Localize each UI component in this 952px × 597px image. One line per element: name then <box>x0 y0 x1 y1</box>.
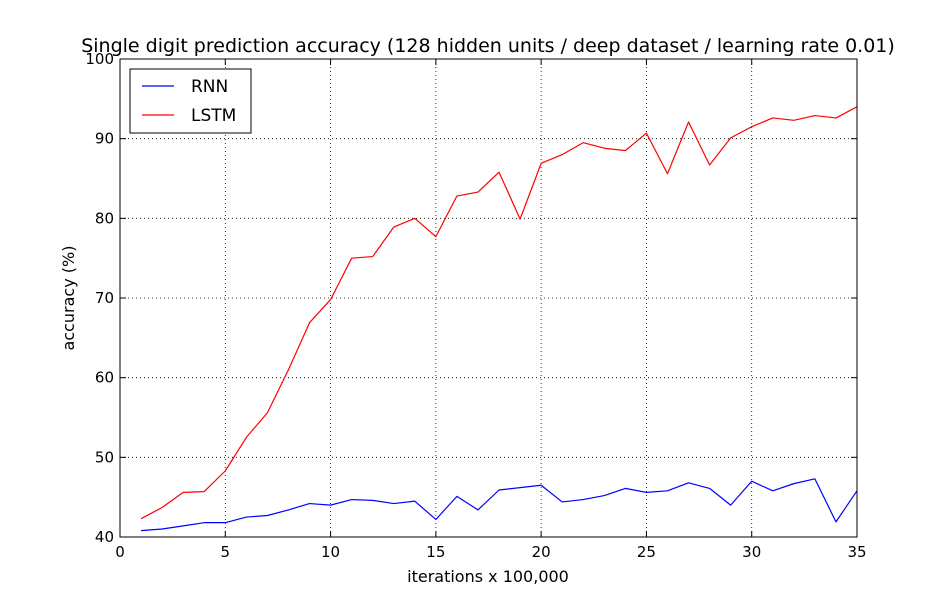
y-tick-label: 40 <box>95 528 114 546</box>
x-tick-label: 25 <box>637 543 656 561</box>
y-tick-label: 70 <box>95 289 114 307</box>
legend-label-lstm: LSTM <box>191 106 236 126</box>
grid-lines <box>120 59 857 537</box>
x-tick-label: 10 <box>321 543 340 561</box>
series-line-lstm <box>140 106 858 520</box>
x-tick-label: 0 <box>115 543 125 561</box>
x-tick-label: 15 <box>426 543 445 561</box>
legend: RNN LSTM <box>129 68 252 134</box>
y-tick-label: 60 <box>95 369 114 387</box>
legend-box <box>129 68 252 134</box>
x-tick-label: 35 <box>847 543 866 561</box>
series-lines <box>140 106 858 532</box>
series-line-rnn <box>141 478 858 532</box>
y-axis-label: accuracy (%) <box>59 246 78 351</box>
y-tick-label: 80 <box>95 209 114 227</box>
x-tick-label: 5 <box>221 543 231 561</box>
x-tick-label: 30 <box>742 543 761 561</box>
y-tick-label: 90 <box>95 130 114 148</box>
x-tick-label: 20 <box>532 543 551 561</box>
y-tick-label: 100 <box>85 50 114 68</box>
chart-title: Single digit prediction accuracy (128 hi… <box>81 35 895 57</box>
x-axis-label: iterations x 100,000 <box>407 567 569 586</box>
axis-ticks: 0 5 10 15 20 25 30 35 40 50 60 70 80 90 100 <box>85 50 866 561</box>
y-tick-label: 50 <box>95 448 114 466</box>
legend-label-rnn: RNN <box>191 77 228 97</box>
